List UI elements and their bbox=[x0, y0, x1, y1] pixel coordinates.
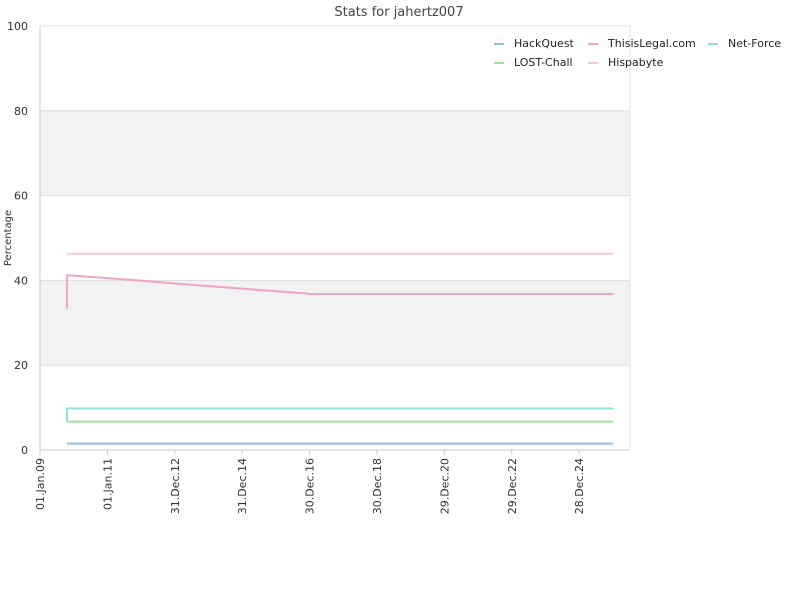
plot-bands bbox=[40, 110, 630, 366]
series-line-net-force bbox=[66, 407, 614, 422]
series-lines bbox=[66, 252, 614, 445]
y-tick-label: 20 bbox=[14, 359, 28, 372]
y-tick-label: 60 bbox=[14, 190, 28, 203]
y-axis-label: Percentage bbox=[3, 210, 14, 266]
legend: HackQuest LOST-Chall ThisisLegal.com Hispab… bbox=[494, 37, 781, 69]
x-tick-label: 29.Dec.22 bbox=[506, 458, 519, 514]
y-tick-label: 40 bbox=[14, 274, 28, 287]
y-tick-label: 80 bbox=[14, 105, 28, 118]
plot-band bbox=[40, 110, 630, 196]
legend-label: Net-Force bbox=[728, 37, 781, 50]
x-tick-label: 31.Dec.12 bbox=[169, 458, 182, 514]
x-tick-label: 29.Dec.20 bbox=[438, 458, 451, 514]
y-tick-label: 0 bbox=[21, 444, 28, 457]
x-tick-labels: 01.Jan.09 01.Jan.11 31.Dec.12 31.Dec.14 30.D… bbox=[34, 458, 586, 514]
x-tick-label: 01.Jan.11 bbox=[101, 458, 114, 510]
series-line-thisislegal-com bbox=[66, 274, 614, 309]
legend-label: HackQuest bbox=[514, 37, 575, 50]
legend-label: Hispabyte bbox=[608, 56, 664, 69]
axes bbox=[39, 26, 631, 455]
legend-label: LOST-Chall bbox=[514, 56, 573, 69]
legend-label: ThisisLegal.com bbox=[607, 37, 696, 50]
x-tick-label: 30.Dec.16 bbox=[304, 458, 317, 514]
y-tick-labels: 0 20 40 60 80 100 bbox=[7, 20, 28, 457]
y-tick-label: 100 bbox=[7, 20, 28, 33]
x-tick-label: 01.Jan.09 bbox=[34, 458, 47, 510]
grid-lines bbox=[40, 25, 630, 451]
chart-title: Stats for jahertz007 bbox=[334, 5, 463, 20]
x-tick-label: 31.Dec.14 bbox=[236, 458, 249, 514]
x-tick-label: 30.Dec.18 bbox=[371, 458, 384, 514]
x-tick-label: 28.Dec.24 bbox=[573, 458, 586, 514]
